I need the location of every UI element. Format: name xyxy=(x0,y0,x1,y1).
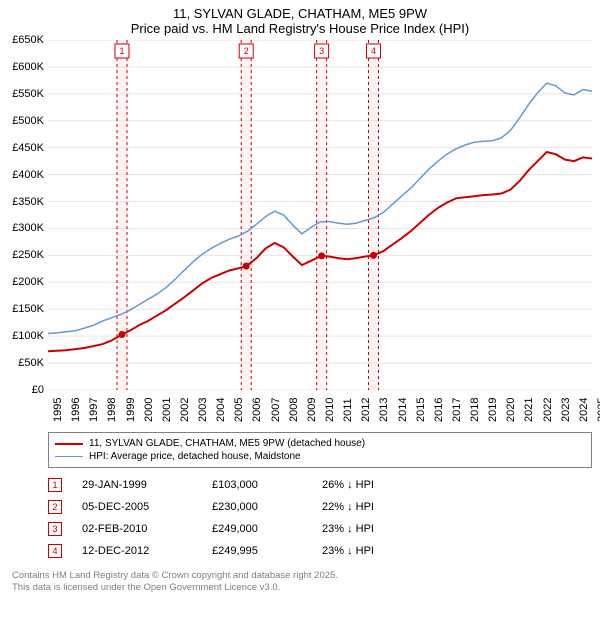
x-tick-label: 1998 xyxy=(106,398,118,422)
svg-text:4: 4 xyxy=(371,46,376,56)
title-block: 11, SYLVAN GLADE, CHATHAM, ME5 9PW Price… xyxy=(0,0,600,40)
x-tick-label: 2008 xyxy=(288,398,300,422)
sale-marker-box: 3 xyxy=(48,522,62,536)
sale-pct-vs-hpi: 26% ↓ HPI xyxy=(322,479,432,491)
x-tick-label: 2002 xyxy=(179,398,191,422)
sale-marker-box: 4 xyxy=(48,544,62,558)
sale-pct-vs-hpi: 23% ↓ HPI xyxy=(322,545,432,557)
x-tick-label: 2017 xyxy=(451,398,463,422)
sale-price: £249,000 xyxy=(212,523,322,535)
sale-price: £230,000 xyxy=(212,501,322,513)
title-address: 11, SYLVAN GLADE, CHATHAM, ME5 9PW xyxy=(0,6,600,21)
x-tick-label: 2010 xyxy=(324,398,336,422)
legend-label: HPI: Average price, detached house, Maid… xyxy=(89,451,301,462)
svg-text:3: 3 xyxy=(319,46,324,56)
legend-row: 11, SYLVAN GLADE, CHATHAM, ME5 9PW (deta… xyxy=(55,437,585,450)
y-tick-label: £100K xyxy=(12,330,44,342)
x-tick-label: 2004 xyxy=(215,398,227,422)
y-tick-label: £500K xyxy=(12,115,44,127)
y-tick-label: £650K xyxy=(12,34,44,46)
y-tick-label: £400K xyxy=(12,169,44,181)
sale-row: 2 05-DEC-2005£230,00022% ↓ HPI xyxy=(48,496,592,518)
legend-swatch xyxy=(55,456,83,457)
legend-label: 11, SYLVAN GLADE, CHATHAM, ME5 9PW (deta… xyxy=(89,438,365,449)
y-tick-label: £600K xyxy=(12,61,44,73)
chart-svg: 1 2 3 4 xyxy=(48,40,592,390)
legend-row: HPI: Average price, detached house, Maid… xyxy=(55,450,585,463)
sale-date: 05-DEC-2005 xyxy=(82,501,212,513)
x-tick-label: 2009 xyxy=(306,398,318,422)
x-tick-label: 1995 xyxy=(52,398,64,422)
x-tick-label: 2016 xyxy=(433,398,445,422)
x-tick-label: 2011 xyxy=(342,398,354,422)
legend: 11, SYLVAN GLADE, CHATHAM, ME5 9PW (deta… xyxy=(48,432,592,468)
sale-row: 3 02-FEB-2010£249,00023% ↓ HPI xyxy=(48,518,592,540)
x-axis-labels: 1995 1996 1997 1998 1999 2000 2001 2002 2003 2004… xyxy=(48,390,592,430)
sale-price: £249,995 xyxy=(212,545,322,557)
x-tick-label: 2001 xyxy=(161,398,173,422)
y-tick-label: £250K xyxy=(12,249,44,261)
x-tick-label: 1999 xyxy=(125,398,137,422)
x-tick-label: 2007 xyxy=(270,398,282,422)
sale-marker-box: 2 xyxy=(48,500,62,514)
x-tick-label: 2025 xyxy=(596,398,600,422)
sale-date: 02-FEB-2010 xyxy=(82,523,212,535)
sale-marker-box: 1 xyxy=(48,478,62,492)
x-tick-label: 2006 xyxy=(251,398,263,422)
sale-price: £103,000 xyxy=(212,479,322,491)
y-tick-label: £450K xyxy=(12,142,44,154)
x-tick-label: 2021 xyxy=(523,398,535,422)
x-tick-label: 2024 xyxy=(578,398,590,422)
sales-table: 1 29-JAN-1999£103,00026% ↓ HPI 2 05-DEC-200… xyxy=(48,474,592,562)
y-tick-label: £0 xyxy=(32,384,44,396)
x-tick-label: 2015 xyxy=(415,398,427,422)
x-tick-label: 2018 xyxy=(469,398,481,422)
y-tick-label: £550K xyxy=(12,88,44,100)
sale-row: 4 12-DEC-2012£249,99523% ↓ HPI xyxy=(48,540,592,562)
x-tick-label: 2003 xyxy=(197,398,209,422)
title-subtitle: Price paid vs. HM Land Registry's House … xyxy=(0,21,600,36)
legend-swatch xyxy=(55,443,83,445)
x-tick-label: 1996 xyxy=(70,398,82,422)
footer-line2: This data is licensed under the Open Gov… xyxy=(12,582,592,594)
x-tick-label: 2019 xyxy=(487,398,499,422)
chart-container: 11, SYLVAN GLADE, CHATHAM, ME5 9PW Price… xyxy=(0,0,600,620)
chart-plot-area: 1234 £0£50K£100K£150K£200K£250K£300K£350… xyxy=(48,40,592,390)
x-tick-label: 2020 xyxy=(505,398,517,422)
svg-text:2: 2 xyxy=(244,46,249,56)
x-tick-label: 2000 xyxy=(143,398,155,422)
x-tick-label: 1997 xyxy=(88,398,100,422)
footer-line1: Contains HM Land Registry data © Crown c… xyxy=(12,570,592,582)
y-tick-label: £300K xyxy=(12,222,44,234)
x-tick-label: 2005 xyxy=(233,398,245,422)
footer-attribution: Contains HM Land Registry data © Crown c… xyxy=(12,570,592,595)
svg-text:1: 1 xyxy=(119,46,124,56)
y-tick-label: £200K xyxy=(12,276,44,288)
sale-date: 29-JAN-1999 xyxy=(82,479,212,491)
y-tick-label: £50K xyxy=(18,357,44,369)
sale-date: 12-DEC-2012 xyxy=(82,545,212,557)
sale-row: 1 29-JAN-1999£103,00026% ↓ HPI xyxy=(48,474,592,496)
x-tick-label: 2022 xyxy=(542,398,554,422)
x-tick-label: 2023 xyxy=(560,398,572,422)
sale-pct-vs-hpi: 22% ↓ HPI xyxy=(322,501,432,513)
y-tick-label: £150K xyxy=(12,303,44,315)
y-tick-label: £350K xyxy=(12,196,44,208)
x-tick-label: 2012 xyxy=(360,398,372,422)
sale-pct-vs-hpi: 23% ↓ HPI xyxy=(322,523,432,535)
x-tick-label: 2014 xyxy=(397,398,409,422)
x-tick-label: 2013 xyxy=(378,398,390,422)
